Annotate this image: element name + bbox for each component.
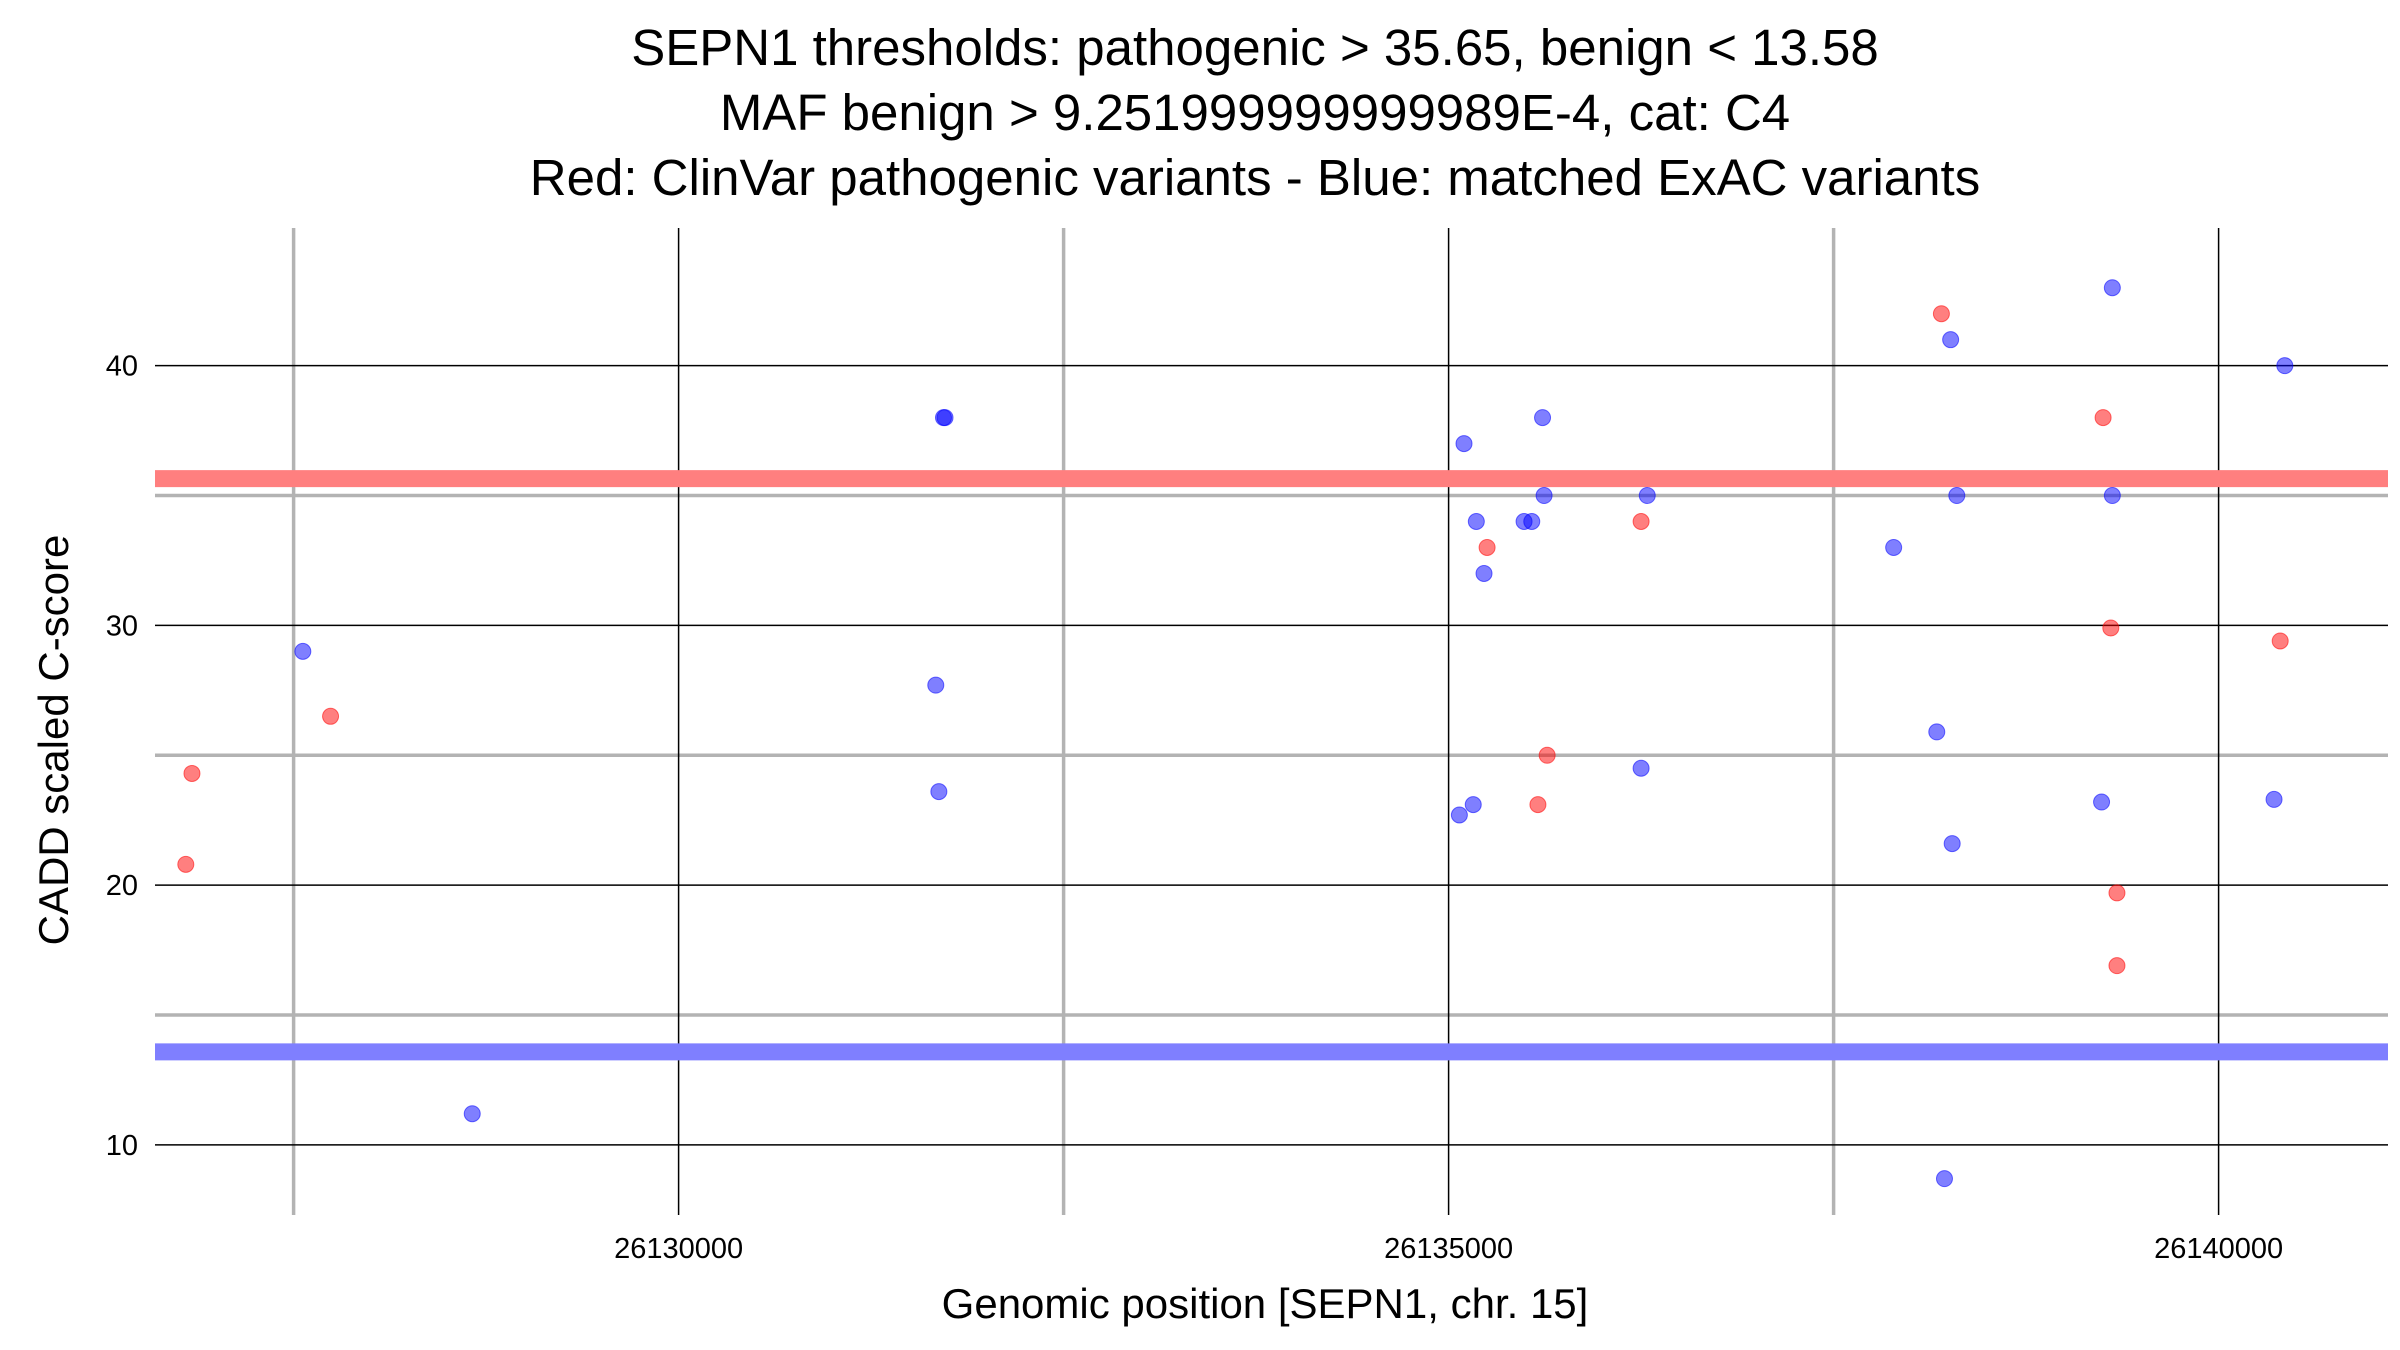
threshold-lines: [155, 470, 2388, 1061]
benign-point: [1450, 806, 1468, 824]
pathogenic-point: [1932, 305, 1950, 323]
benign-point: [1943, 835, 1961, 853]
benign-point: [1475, 564, 1493, 582]
benign-point: [1467, 513, 1485, 531]
title-line-1: SEPN1 thresholds: pathogenic > 35.65, be…: [631, 19, 1879, 76]
benign-point: [2276, 357, 2294, 375]
benign-point: [1464, 796, 1482, 814]
benign-point: [1455, 435, 1473, 453]
title-line-3: Red: ClinVar pathogenic variants - Blue:…: [530, 149, 1980, 206]
x-tick-label: 26140000: [2154, 1233, 2283, 1265]
pathogenic-point: [2108, 957, 2126, 975]
benign-point: [463, 1105, 481, 1123]
pathogenic-point: [1529, 796, 1547, 814]
y-axis-tick-labels: 10 20 30 40: [106, 351, 138, 1162]
benign-point: [2093, 793, 2111, 811]
minor-gridlines: [155, 228, 2388, 1215]
benign-point: [1935, 1170, 1953, 1188]
y-tick-label: 10: [106, 1130, 138, 1162]
benign-point: [2265, 790, 2283, 808]
benign-point: [1885, 538, 1903, 556]
benign-point: [2103, 487, 2121, 505]
pathogenic-point: [177, 855, 195, 873]
pathogenic-point: [1632, 513, 1650, 531]
benign-point: [1928, 723, 1946, 741]
y-axis-title: CADD scaled C-score: [30, 535, 77, 946]
pathogenic-point: [322, 707, 340, 725]
y-tick-label: 20: [106, 870, 138, 902]
pathogenic-point: [2108, 884, 2126, 902]
benign-point: [936, 409, 954, 427]
pathogenic-point: [183, 764, 201, 782]
benign-point: [927, 676, 945, 694]
benign-point: [930, 783, 948, 801]
benign-point: [1534, 409, 1552, 427]
x-axis-tick-labels: 26130000 26135000 26140000: [614, 1233, 2283, 1265]
major-gridlines: [155, 228, 2388, 1215]
benign-point: [2103, 279, 2121, 297]
y-tick-label: 30: [106, 610, 138, 642]
y-tick-label: 40: [106, 351, 138, 383]
title-line-2: MAF benign > 9.251999999999989E-4, cat: …: [720, 84, 1790, 141]
pathogenic-point: [1478, 538, 1496, 556]
benign-point: [294, 642, 312, 660]
benign-point: [1638, 487, 1656, 505]
x-tick-label: 26135000: [1384, 1233, 1513, 1265]
data-points: [177, 279, 2294, 1188]
benign-point: [1942, 331, 1960, 349]
pathogenic-point: [2094, 409, 2112, 427]
pathogenic-point: [2271, 632, 2289, 650]
benign-point: [1523, 513, 1541, 531]
benign-point: [1535, 487, 1553, 505]
x-tick-label: 26130000: [614, 1233, 743, 1265]
benign-point: [1632, 759, 1650, 777]
x-axis-title: Genomic position [SEPN1, chr. 15]: [942, 1280, 1589, 1327]
chart-title: SEPN1 thresholds: pathogenic > 35.65, be…: [530, 19, 1980, 206]
benign-point: [1948, 487, 1966, 505]
pathogenic-point: [1538, 746, 1556, 764]
pathogenic-point: [2102, 619, 2120, 637]
